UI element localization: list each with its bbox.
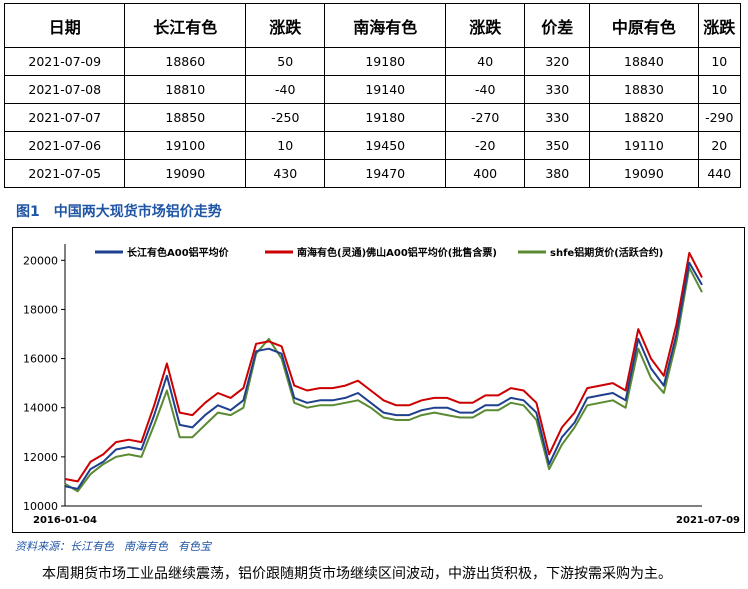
table-cell: 19180: [324, 47, 447, 76]
table-cell: -290: [697, 103, 742, 132]
table-cell: 19090: [124, 159, 247, 188]
legend-label: 南海有色(灵通)佛山A00铝平均价(批售含票): [297, 246, 497, 259]
table-cell: 330: [524, 103, 591, 132]
source-label: 资料来源：: [15, 540, 70, 553]
table-cell: 400: [445, 159, 526, 188]
x-tick-label: 2021-07-09: [676, 515, 740, 526]
column-header: 价差: [524, 3, 591, 48]
legend-label: shfe铝期货价(活跃合约): [550, 246, 663, 259]
y-tick-label: 12000: [23, 451, 58, 464]
series-line: [64, 261, 703, 490]
table-cell: 19100: [124, 131, 247, 160]
table-cell: 19110: [589, 131, 699, 160]
table-row: 2021-07-07 18850 -250 19180 -270 330 18820 -290: [3, 103, 742, 132]
column-header: 南海有色: [324, 3, 447, 48]
y-tick-label: 18000: [23, 303, 58, 316]
table-cell: 10: [697, 75, 742, 104]
table-cell: 10: [245, 131, 326, 160]
figure-title: 图1 中国两大现货市场铝价走势: [16, 201, 222, 221]
table-cell: -20: [445, 131, 526, 160]
table-row: 2021-07-05 19090 430 19470 400 380 19090 440: [3, 159, 742, 188]
aluminum-price-chart: 10000 12000 14000 16000 18000 20000 2016-01-04…: [23, 244, 740, 526]
table-cell: 430: [245, 159, 326, 188]
table-cell: 19140: [324, 75, 447, 104]
column-header: 涨跌: [245, 3, 326, 48]
summary-caption: 本周期货市场工业品继续震荡，铝价跟随期货市场继续区间波动，中游出货积极，下游按需…: [42, 566, 672, 582]
table-header-row: 日期 长江有色 涨跌 南海有色 涨跌 价差 中原有色 涨跌: [3, 3, 742, 48]
table-cell: 19180: [324, 103, 447, 132]
price-table: 日期 长江有色 涨跌 南海有色 涨跌 价差 中原有色 涨跌 2021-07-09 18860 50…: [3, 3, 742, 188]
table-cell: 18850: [124, 103, 247, 132]
source-item: 有色宝: [178, 540, 211, 553]
table-row: 2021-07-09 18860 50 19180 40 320 18840 10: [3, 47, 742, 76]
table-row: 2021-07-08 18810 -40 19140 -40 330 18830 10: [3, 75, 742, 104]
column-header: 中原有色: [589, 3, 699, 48]
table-cell: 320: [524, 47, 591, 76]
table-cell: 19470: [324, 159, 447, 188]
table-cell: 2021-07-06: [3, 131, 126, 160]
column-header: 涨跌: [697, 3, 742, 48]
source-note: 资料来源：长江有色 南海有色 有色宝: [15, 538, 221, 554]
table-row: 2021-07-06 19100 10 19450 -20 350 19110 20: [3, 131, 742, 160]
x-tick-label: 2016-01-04: [33, 515, 97, 526]
table-cell: 18830: [589, 75, 699, 104]
y-tick-label: 16000: [23, 353, 58, 366]
series-line: [64, 251, 703, 483]
table-cell: 2021-07-08: [3, 75, 126, 104]
table-cell: 18860: [124, 47, 247, 76]
y-tick-label: 20000: [23, 254, 58, 267]
table-cell: -40: [245, 75, 326, 104]
table-cell: 440: [697, 159, 742, 188]
table-cell: 18810: [124, 75, 247, 104]
table-cell: 2021-07-07: [3, 103, 126, 132]
series-line: [64, 266, 703, 493]
figure-number: 图1: [16, 204, 40, 220]
table-cell: 18840: [589, 47, 699, 76]
table-cell: -250: [245, 103, 326, 132]
source-item: 长江有色: [70, 540, 114, 553]
figure-title-text: 中国两大现货市场铝价走势: [53, 204, 222, 220]
table-cell: 350: [524, 131, 591, 160]
table-cell: 20: [697, 131, 742, 160]
table-cell: 10: [697, 47, 742, 76]
chart-frame: 10000 12000 14000 16000 18000 20000 2016-01-04…: [12, 227, 745, 533]
legend-label: 长江有色A00铝平均价: [127, 246, 230, 259]
y-tick-label: 14000: [23, 402, 58, 415]
column-header: 长江有色: [124, 3, 247, 48]
y-tick-label: 10000: [23, 500, 58, 513]
table-cell: 19450: [324, 131, 447, 160]
table-cell: 18820: [589, 103, 699, 132]
table-cell: 380: [524, 159, 591, 188]
table-cell: 19090: [589, 159, 699, 188]
column-header: 日期: [3, 3, 126, 48]
table-cell: 2021-07-05: [3, 159, 126, 188]
table-cell: 40: [445, 47, 526, 76]
table-cell: -40: [445, 75, 526, 104]
table-cell: -270: [445, 103, 526, 132]
column-header: 涨跌: [445, 3, 526, 48]
table-cell: 2021-07-09: [3, 47, 126, 76]
table-cell: 330: [524, 75, 591, 104]
source-item: 南海有色: [124, 540, 168, 553]
table-cell: 50: [245, 47, 326, 76]
